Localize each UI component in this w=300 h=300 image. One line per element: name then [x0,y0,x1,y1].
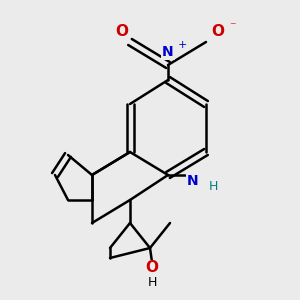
Text: H: H [208,179,218,193]
Text: O: O [146,260,158,275]
Text: N: N [162,45,174,59]
Text: N: N [187,174,199,188]
Text: O: O [116,25,128,40]
Text: O: O [212,25,224,40]
Text: H: H [147,277,157,290]
Text: ⁻: ⁻ [229,20,235,34]
Text: +: + [177,40,187,50]
